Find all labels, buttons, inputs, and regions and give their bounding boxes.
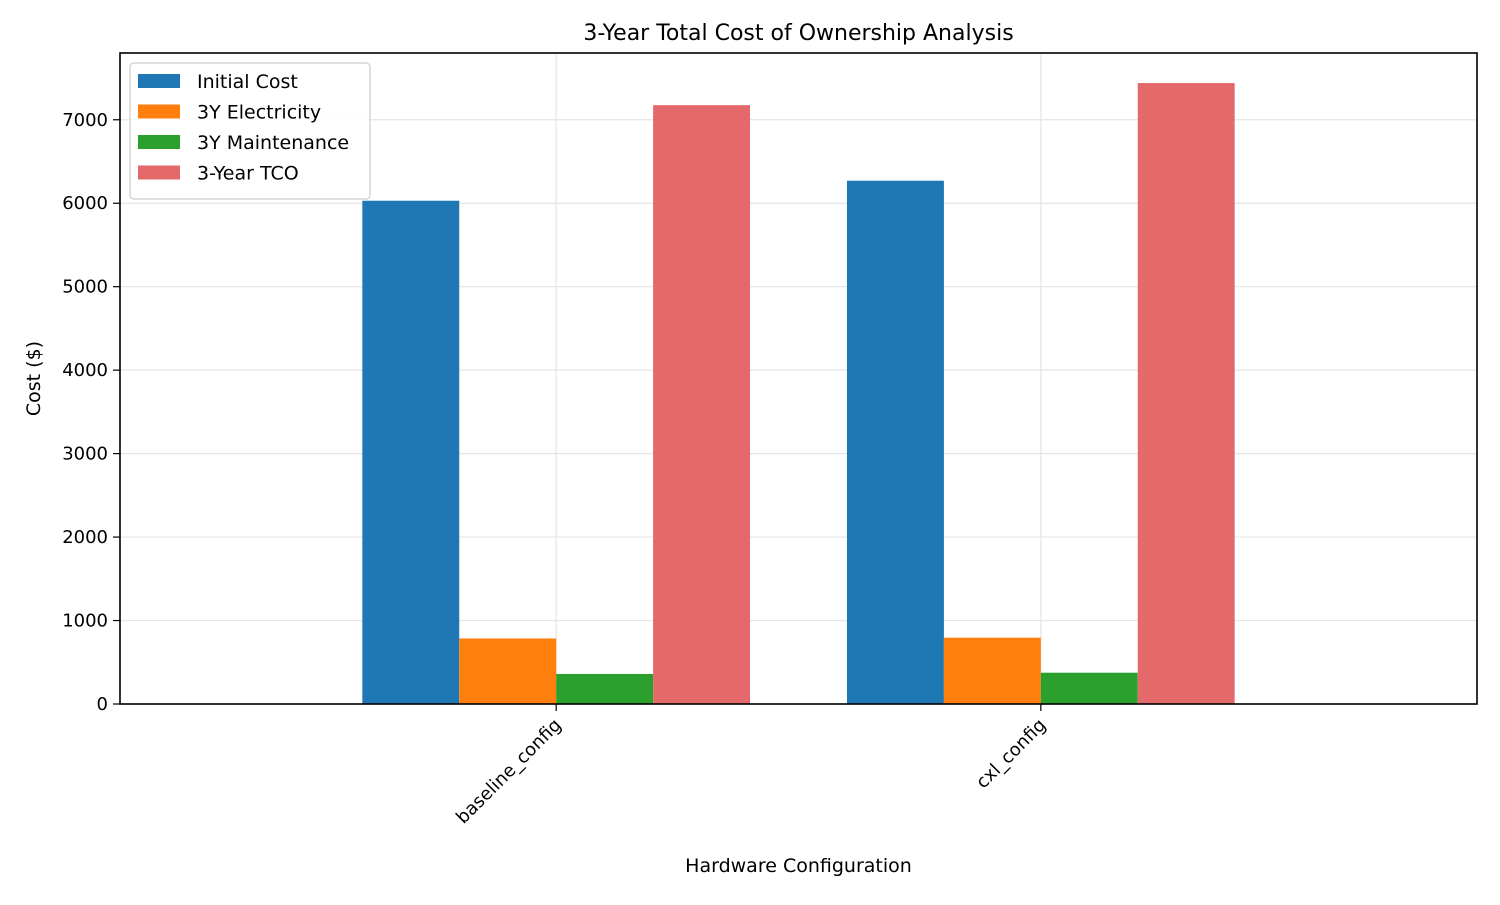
grid-lines: [120, 53, 1477, 705]
y-tick-label: 5000: [62, 277, 108, 298]
legend-swatch: [138, 165, 180, 180]
bar-3y-electricity-cxl-config: [943, 637, 1041, 704]
bar-3y-maintenance-cxl-config: [1040, 672, 1138, 704]
y-tick-label: 7000: [62, 110, 108, 131]
y-tick-label: 4000: [62, 360, 108, 381]
bar-3y-electricity-baseline-config: [459, 638, 557, 704]
y-tick-label: 2000: [62, 527, 108, 548]
legend-label: Initial Cost: [197, 71, 298, 93]
legend-box: [129, 62, 371, 200]
x-tick-label: cxl_config: [972, 715, 1050, 793]
legend: Initial Cost 3Y Electricity 3Y Maintenance…: [129, 62, 371, 200]
bar-3y-maintenance-baseline-config: [556, 673, 654, 704]
legend-swatch: [138, 74, 180, 88]
y-tick-label: 3000: [62, 444, 108, 465]
legend-label: 3Y Electricity: [197, 102, 321, 124]
bar-3-year-tco-baseline-config: [653, 105, 751, 705]
bar-initial-cost-cxl-config: [846, 180, 944, 704]
bar-3-year-tco-cxl-config: [1137, 83, 1235, 705]
legend-label: 3Y Maintenance: [197, 132, 349, 154]
x-tick-label: baseline_config: [452, 715, 565, 828]
plot-frame: [119, 52, 1478, 705]
bar-initial-cost-baseline-config: [362, 200, 460, 704]
x-axis: baseline_config cxl_config: [452, 704, 1050, 828]
legend-swatch: [138, 104, 180, 119]
chart-title: 3-Year Total Cost of Ownership Analysis: [583, 21, 1013, 46]
y-axis: 0 1000 2000 3000 4000 5000 6000 7000: [62, 110, 120, 715]
y-axis-label: Cost ($): [23, 341, 45, 416]
y-tick-label: 1000: [62, 611, 108, 632]
legend-swatch: [138, 135, 180, 149]
legend-label: 3-Year TCO: [197, 163, 299, 185]
bars: [362, 83, 1235, 705]
x-axis-label: Hardware Configuration: [685, 855, 912, 877]
y-tick-label: 0: [97, 694, 108, 715]
y-tick-label: 6000: [62, 193, 108, 214]
